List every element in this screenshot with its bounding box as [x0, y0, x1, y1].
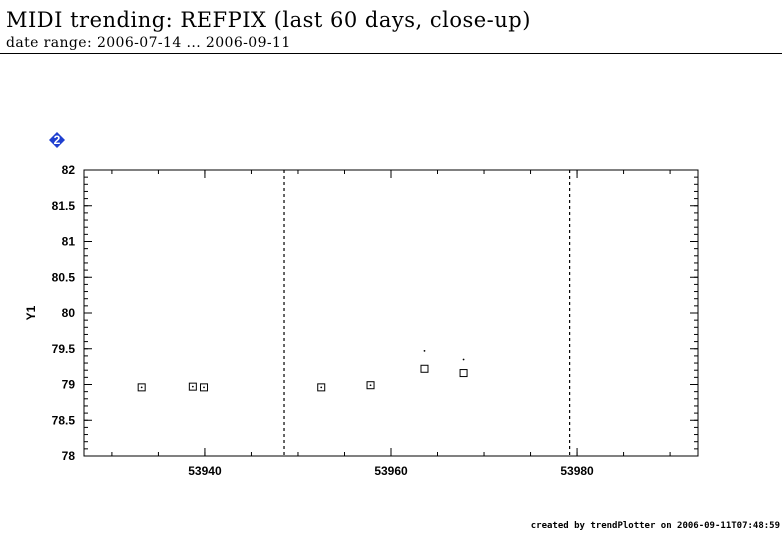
footer-credit: created by trendPlotter on 2006-09-11T07…	[530, 521, 780, 531]
data-point-square	[137, 383, 146, 392]
panel-number-icon: 2	[49, 132, 65, 148]
y-tick-label: 79	[62, 378, 76, 392]
y-tick-label: 80.5	[52, 270, 76, 284]
data-point-square	[200, 383, 209, 392]
y-tick-label: 81	[62, 235, 76, 249]
x-tick-label: 53960	[374, 464, 408, 478]
panel-number-diamond	[49, 132, 65, 148]
data-point-square	[420, 364, 429, 373]
page-title: MIDI trending: REFPIX (last 60 days, clo…	[6, 8, 531, 32]
y-tick-label: 80	[62, 306, 76, 320]
header-divider	[0, 53, 782, 54]
data-point-square	[459, 369, 468, 378]
data-point-square	[188, 382, 197, 391]
data-point-square	[366, 381, 375, 390]
data-point-dot	[462, 358, 465, 361]
x-tick-label: 53940	[188, 464, 222, 478]
data-point-square	[317, 383, 326, 392]
data-point-dot	[140, 386, 143, 389]
y-tick-label: 79.5	[52, 342, 76, 356]
data-point-dot	[191, 385, 194, 388]
y-tick-label: 78	[62, 449, 76, 463]
data-point-dot	[203, 386, 205, 389]
y-tick-label: 78.5	[52, 413, 76, 427]
data-point-dot	[423, 349, 426, 352]
x-tick-label: 53980	[560, 464, 594, 478]
y-tick-label: 81.5	[52, 199, 76, 213]
data-point-dot	[320, 386, 323, 389]
data-point-dot	[369, 384, 372, 387]
y-axis-label: Y1	[24, 305, 38, 320]
plot-frame	[83, 169, 699, 457]
date-range: date range: 2006-07-14 ... 2006-09-11	[6, 35, 291, 51]
y-tick-label: 82	[62, 163, 76, 177]
panel-number-label: 2	[54, 133, 61, 147]
